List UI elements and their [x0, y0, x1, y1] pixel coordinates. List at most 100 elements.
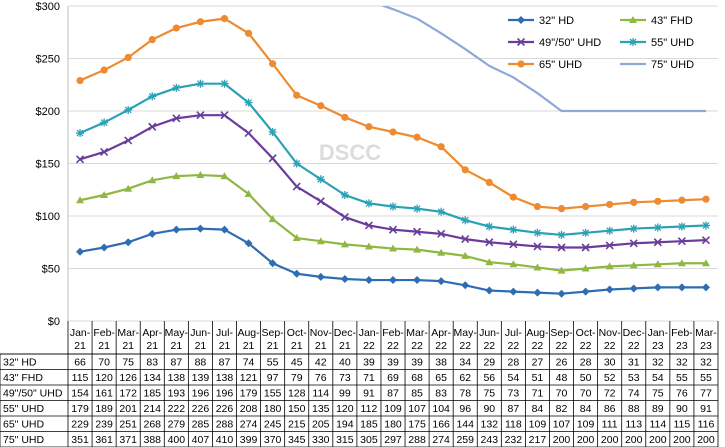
table-cell: 75: [652, 388, 664, 400]
point-marker: [461, 216, 470, 225]
table-cell: 38: [435, 357, 447, 369]
table-cell: 87: [508, 403, 520, 415]
y-tick-label: $200: [36, 106, 60, 118]
point-marker: [630, 198, 638, 206]
point-marker: [268, 154, 277, 163]
point-marker: [702, 195, 710, 203]
point-marker: [172, 24, 180, 32]
point-marker: [196, 111, 205, 120]
point-marker: [629, 224, 638, 233]
x-tick-label: May-22: [454, 327, 478, 352]
point-marker: [341, 113, 349, 121]
point-marker: [76, 129, 85, 138]
table-cell: 52: [604, 372, 616, 384]
x-tick-label: Jul-22: [505, 327, 522, 352]
point-marker: [292, 182, 301, 191]
table-cell: 54: [508, 372, 520, 384]
point-marker: [533, 288, 542, 297]
y-tick-label: $300: [36, 1, 60, 13]
table-cell: 120: [336, 403, 354, 415]
point-marker: [678, 196, 686, 204]
point-marker: [364, 276, 373, 285]
point-marker: [148, 36, 156, 44]
x-tick-label: Jan-23: [648, 327, 669, 352]
point-marker: [316, 237, 325, 245]
x-tick-label: Apr-21: [142, 327, 162, 352]
point-marker: [581, 243, 590, 252]
point-marker: [76, 247, 85, 256]
table-cell: 66: [74, 357, 86, 369]
point-marker: [100, 191, 109, 198]
point-marker: [413, 204, 422, 213]
table-cell: 54: [652, 372, 664, 384]
table-cell: 79: [291, 372, 303, 384]
point-marker: [605, 226, 614, 235]
point-marker: [629, 239, 638, 248]
y-tick-label: $150: [36, 159, 60, 171]
point-marker: [365, 123, 373, 131]
table-cell: 26: [556, 357, 568, 369]
point-marker: [413, 276, 422, 285]
table-cell: 73: [508, 388, 520, 400]
table-cell: 200: [697, 434, 715, 446]
table-cell: 77: [700, 388, 712, 400]
table-cell: 226: [216, 403, 234, 415]
point-marker: [677, 237, 686, 246]
table-cell: 85: [411, 388, 423, 400]
point-marker: [124, 53, 132, 62]
table-cell: 196: [216, 388, 234, 400]
table-cell: 345: [288, 434, 306, 446]
table-cell: 217: [529, 434, 547, 446]
table-cell: 42: [315, 357, 327, 369]
point-marker: [269, 60, 277, 68]
x-tick-label: Jun-21: [190, 327, 211, 352]
table-cell: 83: [435, 388, 447, 400]
table-cell: 39: [411, 357, 423, 369]
table-cell: 53: [628, 372, 640, 384]
point-marker: [701, 236, 711, 245]
point-marker: [340, 240, 349, 248]
table-cell: 410: [216, 434, 234, 446]
point-marker: [581, 228, 590, 237]
table-cell: 91: [363, 388, 375, 400]
point-marker: [364, 199, 373, 208]
table-cell: 107: [553, 419, 571, 431]
point-marker: [653, 223, 662, 232]
point-marker: [413, 245, 422, 253]
table-row-label: 43" FHD: [3, 372, 43, 384]
x-tick-label: Aug-21: [237, 327, 260, 352]
table-cell: 73: [339, 372, 351, 384]
table-cell: 371: [119, 434, 137, 446]
table-row-label: 75" UHD: [3, 434, 44, 446]
point-marker: [517, 16, 525, 24]
table-cell: 32: [676, 357, 688, 369]
table-cell: 72: [604, 388, 616, 400]
table-cell: 45: [291, 357, 303, 369]
point-marker: [485, 258, 494, 266]
table-cell: 134: [143, 372, 161, 384]
table-cell: 40: [339, 357, 351, 369]
table-cell: 71: [532, 388, 544, 400]
point-marker: [677, 259, 686, 267]
table-cell: 116: [698, 419, 715, 431]
table-cell: 50: [580, 372, 592, 384]
x-tick-label: Aug-22: [526, 327, 549, 352]
x-tick-label: Feb-22: [382, 327, 404, 352]
point-marker: [701, 283, 710, 292]
point-marker: [124, 136, 133, 145]
point-marker: [316, 197, 325, 206]
table-cell: 90: [483, 403, 495, 415]
table-cell: 138: [216, 372, 234, 384]
point-marker: [316, 272, 325, 281]
point-marker: [629, 284, 638, 293]
table-cell: 351: [71, 434, 89, 446]
table-cell: 279: [168, 419, 186, 431]
point-marker: [389, 244, 397, 252]
table-cell: 55: [700, 372, 712, 384]
table-cell: 83: [146, 357, 158, 369]
point-marker: [557, 243, 566, 252]
point-marker: [653, 238, 662, 247]
table-cell: 400: [168, 434, 186, 446]
table-cell: 200: [601, 434, 619, 446]
